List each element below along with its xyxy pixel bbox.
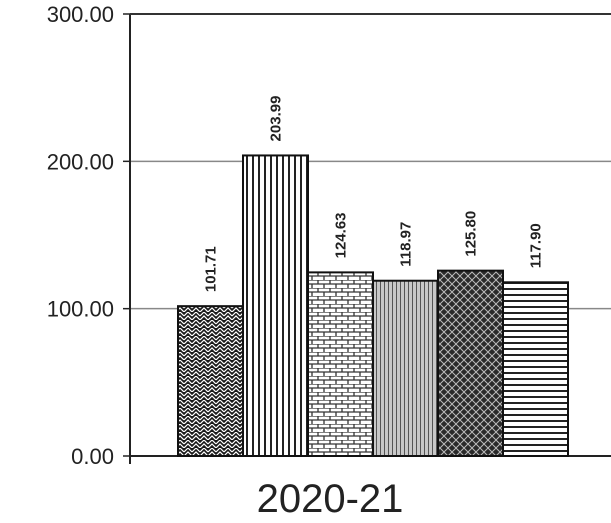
bar bbox=[502, 281, 569, 457]
bar bbox=[372, 279, 439, 457]
bar bbox=[177, 305, 244, 458]
data-label: 117.90 bbox=[528, 223, 545, 268]
y-tick-label: 200.00 bbox=[47, 149, 114, 174]
x-axis: 2020-21 bbox=[257, 477, 404, 521]
bar bbox=[307, 271, 374, 458]
data-label: 118.97 bbox=[398, 222, 415, 267]
y-tick-label: 100.00 bbox=[47, 297, 114, 322]
bar bbox=[242, 154, 309, 457]
data-label: 203.99 bbox=[268, 96, 285, 142]
y-tick-label: 0.00 bbox=[71, 444, 114, 469]
data-label: 101.71 bbox=[203, 246, 220, 292]
data-labels: 101.71 203.99 124.63 118.97 125.80 117.90 bbox=[203, 96, 545, 293]
bars bbox=[177, 154, 569, 458]
y-tick-label: 300.00 bbox=[47, 2, 114, 27]
data-label: 125.80 bbox=[463, 211, 480, 257]
x-category-label: 2020-21 bbox=[257, 477, 404, 521]
bar bbox=[437, 269, 504, 457]
data-label: 124.63 bbox=[333, 212, 350, 258]
y-axis: 0.00 100.00 200.00 300.00 bbox=[47, 2, 611, 469]
